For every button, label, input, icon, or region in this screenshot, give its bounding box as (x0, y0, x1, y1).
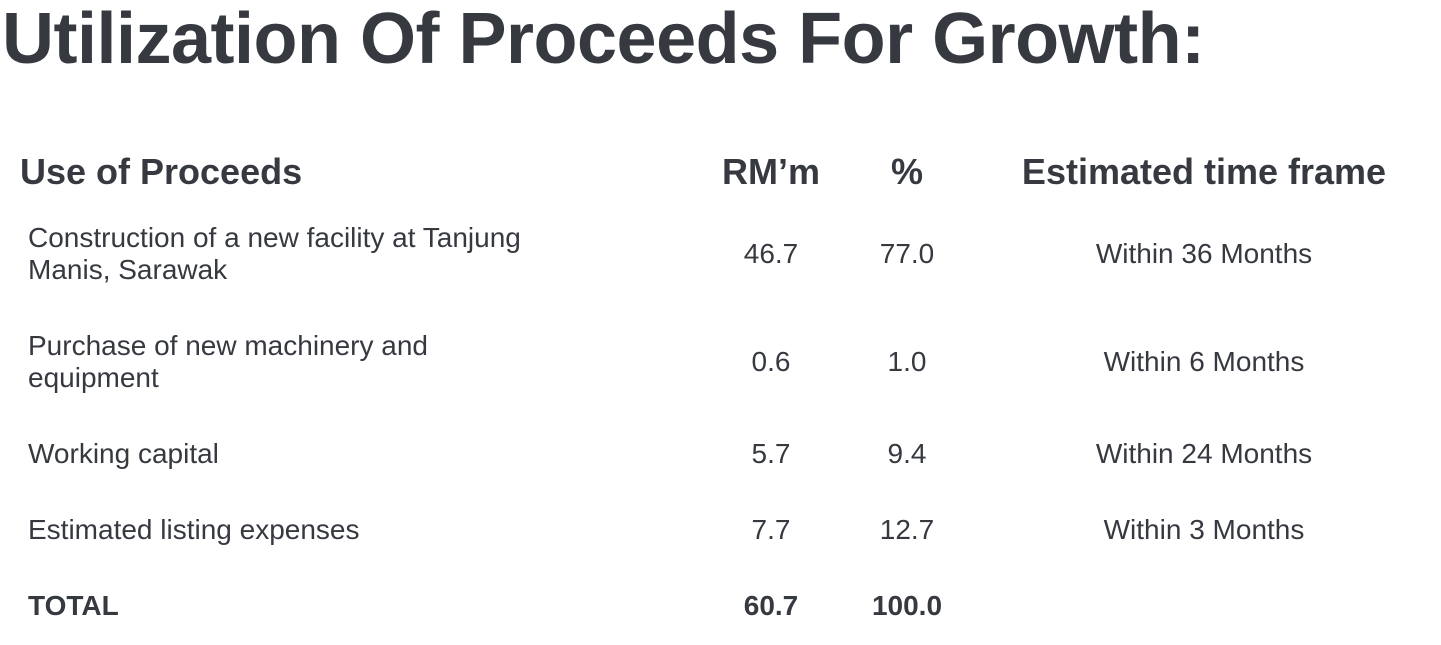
total-percent: 100.0 (871, 590, 943, 621)
row-use: Working capital (28, 438, 219, 469)
page-title: Utilization Of Proceeds For Growth: (2, 0, 1205, 79)
header-time-frame: Estimated time frame (1021, 151, 1387, 192)
row-use: Purchase of new machinery and equipment (28, 330, 428, 394)
total-rm: 60.7 (743, 590, 799, 621)
row-rm: 0.6 (751, 346, 791, 377)
row-percent: 9.4 (887, 438, 927, 469)
row-use-line: Construction of a new facility at Tanjun… (28, 222, 521, 253)
row-rm: 46.7 (743, 238, 799, 269)
header-rm: RM’m (722, 151, 820, 192)
header-percent: % (890, 151, 924, 192)
row-percent: 12.7 (879, 514, 935, 545)
row-percent: 77.0 (879, 238, 935, 269)
row-use: Estimated listing expenses (28, 514, 360, 545)
total-label: TOTAL (28, 590, 119, 621)
row-use-line: Manis, Sarawak (28, 254, 228, 285)
row-rm: 5.7 (751, 438, 791, 469)
row-use: Construction of a new facility at Tanjun… (28, 222, 521, 286)
header-use-of-proceeds: Use of Proceeds (20, 151, 303, 192)
row-time: Within 6 Months (1103, 346, 1305, 377)
row-time: Within 24 Months (1095, 438, 1313, 469)
row-use-line: equipment (28, 362, 159, 393)
row-percent: 1.0 (887, 346, 927, 377)
row-time: Within 36 Months (1095, 238, 1313, 269)
row-use-line: Purchase of new machinery and (28, 330, 428, 361)
row-time: Within 3 Months (1103, 514, 1305, 545)
row-rm: 7.7 (751, 514, 791, 545)
